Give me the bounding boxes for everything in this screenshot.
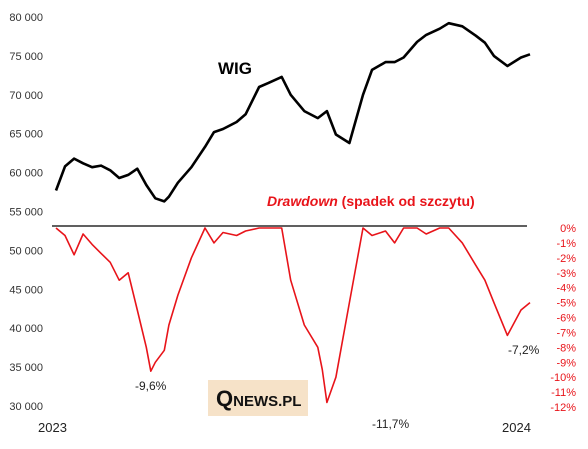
left-tick-label: 55 000 [9,207,43,219]
right-tick-label: -7% [556,327,576,339]
logo-text: QNEWS.PL [216,386,301,411]
right-tick-label: 0% [560,223,576,235]
right-tick-label: -2% [556,253,576,265]
drawdown-subtitle: Drawdown (spadek od szczytu) [267,193,475,209]
right-tick-label: -1% [556,238,576,250]
left-tick-label: 65 000 [9,129,43,141]
left-tick-label: 80 000 [9,12,43,24]
left-tick-label: 45 000 [9,284,43,296]
right-tick-label: -10% [550,372,576,384]
left-tick-label: 35 000 [9,362,43,374]
annotation-drawdown-max: -11,7% [372,417,409,431]
qnews-logo: QNEWS.PL [208,380,308,416]
right-tick-label: -11% [551,387,576,399]
wig-series-line [54,21,531,203]
left-tick-label: 50 000 [9,245,43,257]
right-tick-label: -9% [556,357,576,369]
left-tick-label: 75 000 [9,51,43,63]
right-tick-label: -12% [550,402,576,414]
wig-title: WIG [218,59,252,78]
drawdown-subtitle-rest: (spadek od szczytu) [338,193,475,209]
drawdown-subtitle-italic: Drawdown [267,193,338,209]
plot-area [54,21,531,404]
left-tick-label: 40 000 [9,323,43,335]
left-tick-label: 30 000 [9,401,43,413]
x-tick-label: 2023 [38,420,67,435]
right-tick-label: -8% [556,342,576,354]
right-axis: 0% -1% -2% -3% -4% -5% -6% -7% -8% -9% -10% -11% -12… [550,223,576,414]
logo-initial: Q [216,386,233,411]
drawdown-series-line [55,227,531,404]
right-tick-label: -4% [556,283,576,295]
annotation-drawdown-2024: -7,2% [508,343,540,357]
left-axis: 30 000 35 000 40 000 45 000 50 000 55 000 60 0… [9,12,43,413]
right-tick-label: -3% [556,268,576,280]
right-tick-label: -5% [556,298,576,310]
left-tick-label: 60 000 [9,168,43,180]
logo-rest: NEWS.PL [233,393,301,410]
annotation-drawdown-2023: -9,6% [135,379,167,393]
right-tick-label: -6% [556,313,576,325]
left-tick-label: 70 000 [9,90,43,102]
x-tick-label: 2024 [502,420,531,435]
